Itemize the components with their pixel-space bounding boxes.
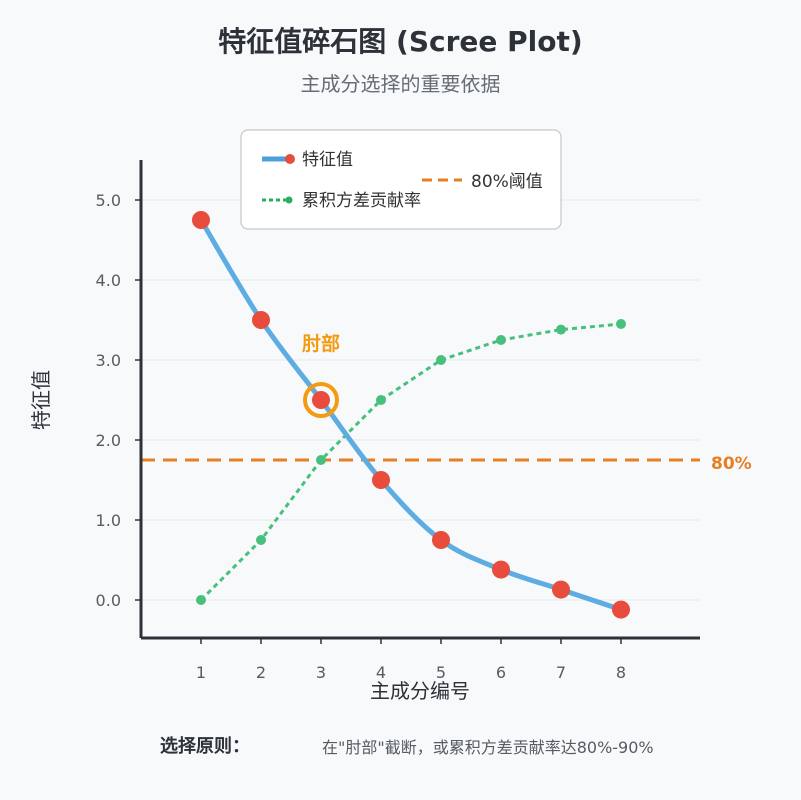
elbow-label: 肘部 (302, 332, 340, 355)
cumulative-line (199, 322, 622, 602)
x-tick-label: 6 (496, 663, 506, 682)
eigenvalue-point (252, 311, 270, 329)
x-tick-label: 7 (556, 663, 566, 682)
y-tick-label: 5.0 (96, 191, 121, 210)
eigenvalue-point (432, 531, 450, 549)
legend-eigen-marker (285, 154, 295, 164)
eigenvalue-point (552, 580, 570, 599)
x-tick-label: 4 (376, 663, 386, 682)
legend: 特征值 累积方差贡献率 80%阈值 (240, 129, 562, 230)
legend-eigen-label: 特征值 (302, 150, 353, 170)
eigenvalue-point (612, 600, 630, 619)
y-tick-label: 2.0 (96, 431, 121, 450)
eigenvalue-point (492, 560, 510, 579)
legend-box (240, 129, 562, 230)
x-tick-label: 3 (316, 663, 326, 682)
eigenvalue-line (198, 217, 624, 613)
footer-label: 选择原则： (160, 736, 250, 757)
x-tick-label: 1 (196, 663, 206, 682)
legend-cum-marker (285, 196, 293, 204)
y-axis-label: 特征值 (29, 370, 53, 430)
eigenvalue-point (192, 211, 210, 229)
cumulative-point (616, 319, 626, 329)
legend-cum-label: 累积方差贡献率 (302, 191, 421, 211)
cumulative-point (196, 595, 206, 605)
footer-text: 在"肘部"截断，或累积方差贡献率达80%-90% (322, 738, 654, 757)
cumulative-point (436, 355, 446, 365)
y-tick-label: 3.0 (96, 351, 121, 370)
y-tick-label: 4.0 (96, 271, 121, 290)
y-tick-label: 0.0 (96, 591, 121, 610)
x-tick-label: 5 (436, 663, 446, 682)
cumulative-point (376, 395, 386, 405)
x-tick-label: 8 (616, 663, 626, 682)
legend-threshold-label: 80%阈值 (471, 172, 543, 192)
eigenvalue-point (312, 391, 330, 409)
threshold-layer: 80% (141, 454, 752, 474)
x-tick-label: 2 (256, 663, 266, 682)
cumulative-point (556, 324, 566, 335)
eigenvalue-series (192, 211, 630, 619)
y-tick-label: 1.0 (96, 511, 121, 530)
cumulative-series (196, 319, 626, 605)
x-axis-label: 主成分编号 (370, 679, 470, 703)
chart-title: 特征值碎石图 (Scree Plot) (218, 25, 583, 58)
chart-subtitle: 主成分选择的重要依据 (300, 72, 501, 96)
cumulative-point (256, 535, 266, 545)
cumulative-point (316, 455, 326, 465)
eigenvalue-point (372, 471, 390, 489)
annotation-layer: 肘部 (302, 332, 340, 418)
cumulative-point (496, 335, 506, 345)
axes: 0.0 1.0 2.0 3.0 4.0 5.0 1 2 3 4 5 6 7 8 (96, 160, 700, 682)
threshold-label: 80% (711, 454, 752, 474)
elbow-highlight-ring (303, 382, 339, 418)
